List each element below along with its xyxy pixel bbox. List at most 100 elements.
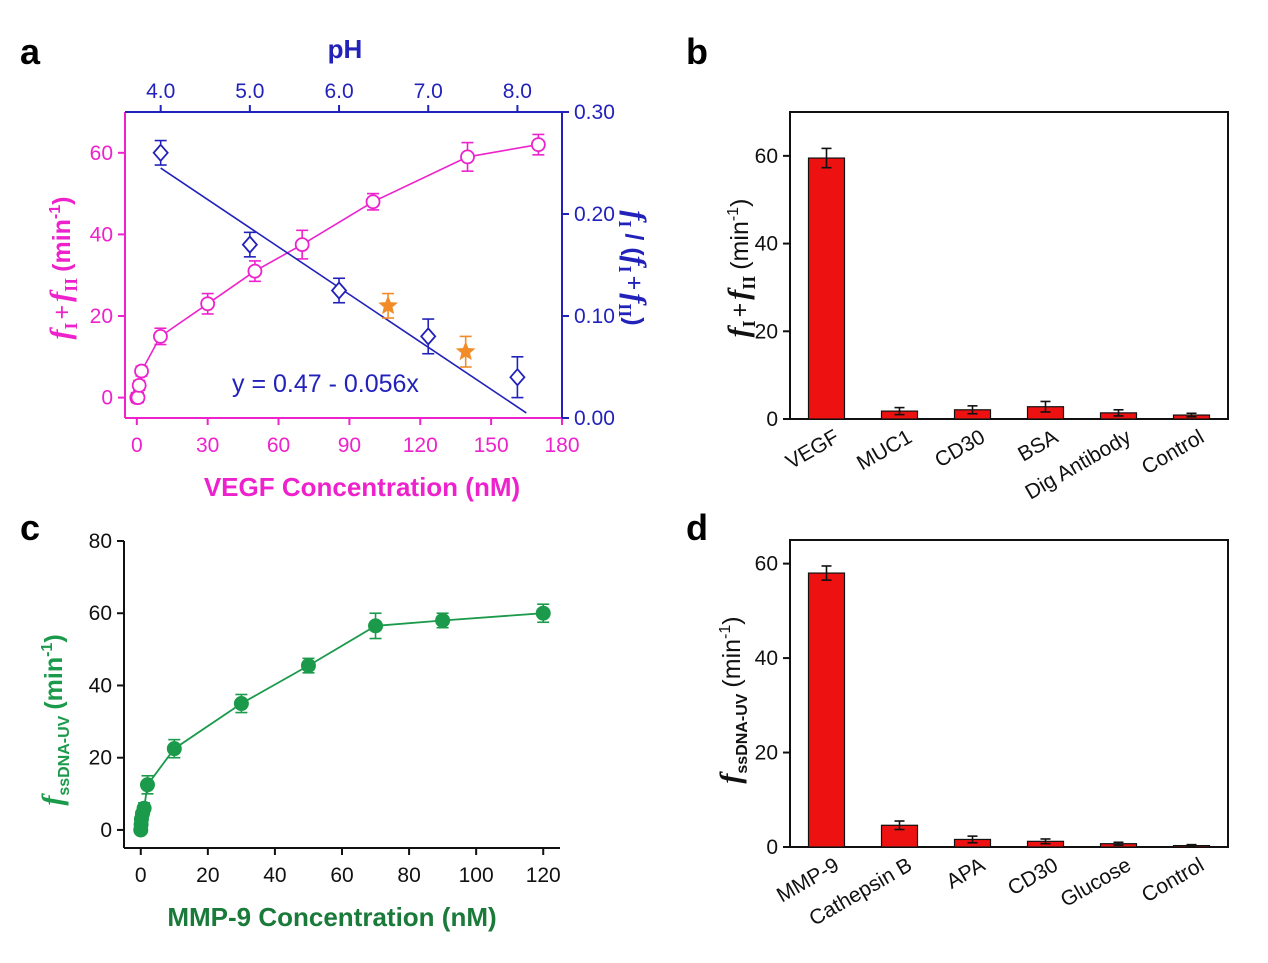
panel-c-tick-labels: 0 20 40 60 80 100 120 0 20 40 60 80: [89, 530, 561, 887]
panel-c-y-tick-label-4: 80: [89, 530, 112, 553]
panel-a-vegf-point-1: [130, 390, 146, 406]
panel-b-y-tick-label-3: 60: [755, 145, 778, 168]
panel-a-ph-point-0: [152, 143, 169, 163]
panel-c-x-tick-label-4: 80: [397, 864, 420, 887]
panel-a-y-tick-label-3: 60: [90, 142, 113, 165]
panel-a-marks: [129, 133, 546, 414]
panel-label-a: a: [20, 31, 41, 72]
panel-a-tick-labels: 0 30 60 90 120 150 180 0 20 40 60 4.0 5.0 6.0 7.0 8.0 0.…: [90, 80, 615, 457]
panel-a-x-tick-label-1: 30: [196, 434, 219, 457]
panel-a-vegf-point-3: [134, 363, 149, 379]
panel-a-y2-tick-label-3: 0.30: [574, 101, 615, 124]
panel-a-vegf-point-8: [365, 194, 381, 210]
panel-d-frame: [789, 539, 1229, 848]
panel-d-y-tick-label-2: 40: [755, 647, 778, 670]
panel-b-frame: [789, 111, 1229, 420]
panel-a-vegf-point-5: [200, 296, 216, 312]
panel-d-y-axis-title: fssDNA-UV(min-1): [714, 616, 751, 783]
panel-a-vegf-point-10: [530, 137, 546, 153]
panel-a-axes: [118, 105, 569, 425]
panel-a-x-tick-label-2: 60: [267, 434, 290, 457]
panel-a-top-tick-label-4: 8.0: [503, 80, 532, 103]
panel-c-point-9: [368, 618, 384, 634]
panel-c-x-tick-label-1: 20: [196, 864, 219, 887]
panel-a-x-axis-title: VEGF Concentration (nM): [204, 472, 520, 502]
panel-a-x-tick-label-3: 90: [338, 434, 361, 457]
panel-c-x-tick-label-0: 0: [135, 864, 147, 887]
panel-d-category-label-5: Control: [1138, 853, 1208, 907]
panel-a-vegf-point-4: [153, 328, 168, 344]
panel-a-top-tick-label-3: 7.0: [414, 80, 443, 103]
panel-c-point-7: [233, 696, 249, 712]
panel-d-y-tick-label-1: 20: [755, 742, 778, 765]
panel-a-vegf-point-7: [294, 237, 310, 253]
panel-a-y-tick-label-2: 40: [90, 223, 113, 246]
panel-a-ph-point-1: [241, 235, 259, 254]
panel-c-point-8: [300, 658, 316, 674]
panel-d-category-label-3: CD30: [1004, 853, 1062, 900]
panel-a-y-axis-title: fI+fII(min-1): [44, 197, 81, 340]
panel-b-category-label-1: MUC1: [853, 425, 916, 475]
panel-c-y-axis-title: fssDNA-UV(min-1): [36, 634, 73, 805]
panel-label-c: c: [20, 507, 40, 548]
panel-c-point-11: [535, 605, 551, 621]
panel-d-category-label-4: Glucose: [1057, 853, 1135, 911]
panel-a-y2-tick-label-2: 0.20: [574, 203, 615, 226]
panel-c-y-tick-label-1: 20: [89, 747, 112, 770]
panel-a-vegf-line: [136, 143, 539, 399]
panel-a-ph-point-3: [420, 327, 437, 346]
panel-b-y-tick-label-1: 20: [755, 320, 778, 343]
panel-b-y-tick-label-0: 0: [766, 408, 778, 431]
panel-a-y-tick-label-1: 20: [90, 305, 113, 328]
panel-c-x-tick-label-2: 40: [263, 864, 286, 887]
panel-a-y2-tick-label-0: 0.00: [574, 407, 615, 430]
panel-a-star-point-0: [378, 295, 398, 315]
panel-a-x-tick-label-0: 0: [131, 434, 143, 457]
panel-a-vegf-point-2: [131, 377, 147, 393]
panel-a-top-tick-label-1: 5.0: [235, 80, 264, 103]
panel-b-bars: [807, 147, 1211, 420]
panel-c-marks: [133, 603, 551, 838]
panel-b-y-axis-title: fI+fII(min-1): [722, 199, 759, 338]
panel-a-x-tick-label-6: 180: [544, 434, 579, 457]
panel-c-x-tick-label-6: 120: [526, 864, 561, 887]
panel-a-vegf-point-9: [460, 149, 475, 165]
panel-a-top-tick-label-2: 6.0: [324, 80, 353, 103]
panel-b-category-label-5: Control: [1138, 425, 1208, 479]
panel-d-y-tick-label-0: 0: [766, 836, 778, 859]
panel-c-x-tick-label-3: 60: [330, 864, 353, 887]
panel-d-bars: [807, 565, 1211, 848]
panel-c-x-tick-label-5: 100: [459, 864, 494, 887]
panel-b-category-label-2: CD30: [931, 425, 989, 472]
panel-label-b: b: [686, 31, 708, 72]
panel-c-point-4: [136, 800, 152, 816]
panel-a-x-tick-label-5: 150: [474, 434, 509, 457]
panel-a-star-point-1: [455, 341, 476, 361]
panel-d-axes: [783, 539, 1229, 848]
panel-a-x-tick-label-4: 120: [403, 434, 438, 457]
panel-c-y-tick-label-2: 40: [89, 674, 112, 697]
panel-a-ph-point-4: [509, 367, 526, 387]
panel-a-fit-equation: y = 0.47 - 0.056x: [232, 370, 419, 398]
panel-c-line: [139, 612, 544, 830]
panel-a-y2-tick-label-1: 0.10: [574, 305, 615, 328]
panel-a-y2-axis-title: fI/ (fI+fII): [615, 210, 652, 325]
panel-a-ph-point-2: [330, 281, 348, 300]
panel-b-category-label-3: BSA: [1014, 425, 1062, 466]
panel-a-y-tick-label-0: 0: [101, 387, 113, 410]
panel-c-y-tick-label-3: 60: [89, 602, 112, 625]
panel-c-x-axis-title: MMP-9 Concentration (nM): [167, 902, 496, 932]
panel-b-axes: [783, 111, 1229, 420]
panel-b-y-tick-label-2: 40: [755, 233, 778, 256]
panel-b-category-label-0: VEGF: [782, 425, 843, 474]
panel-label-d: d: [686, 507, 708, 548]
panel-c-point-5: [139, 777, 155, 793]
panel-c-point-10: [435, 612, 451, 628]
panel-b-bar-0: [807, 157, 846, 420]
panel-c-point-6: [166, 741, 182, 757]
panel-a-vegf-point-6: [247, 263, 263, 279]
panel-d-category-label-2: APA: [942, 853, 989, 893]
panel-d-y-tick-label-3: 60: [755, 553, 778, 576]
panel-a-top-tick-label-0: 4.0: [146, 80, 175, 103]
